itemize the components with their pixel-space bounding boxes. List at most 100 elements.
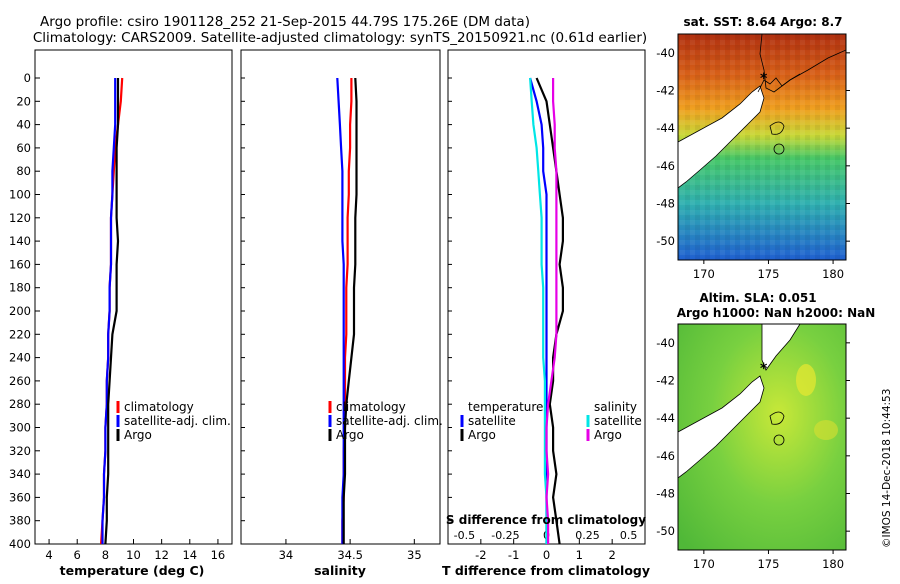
- lat-tick-label: -42: [656, 84, 675, 98]
- sla-map: Altim. SLA: 0.051 Argo h1000: NaN h2000:…: [656, 291, 875, 571]
- t-difference-xlabel: T difference from climatology: [442, 563, 650, 578]
- sla-anomaly-high-2: [814, 420, 838, 440]
- salinity-difference-axis: -0.5 -0.25 0 0.25 0.5: [454, 529, 638, 542]
- depth-axis: 0 20 40 60 80 100 120 140 160 180 200 220 240 260 280 3…: [9, 71, 40, 551]
- temperature-axes-box: [34, 49, 233, 545]
- depth-tick-label: 260: [9, 374, 31, 388]
- salinity-axes-box: [240, 49, 441, 545]
- lat-tick-label: -40: [656, 336, 675, 350]
- series-line-s-argo: [545, 78, 558, 544]
- sst-land-south-island: [677, 85, 765, 189]
- depth-tick-label: 40: [16, 118, 31, 132]
- series-line-satellite-adj-clim-: [336, 77, 345, 544]
- x-tick-label: 0: [543, 548, 550, 562]
- x-tick-label: 8: [102, 548, 109, 562]
- s-diff-tick-label: -0.5: [454, 529, 475, 542]
- map-frame: [677, 323, 847, 551]
- depth-tick-label: 120: [9, 211, 31, 225]
- s-diff-tick-label: 0.25: [575, 529, 600, 542]
- lon-tick-label: 180: [822, 557, 844, 571]
- salinity-xlabel: salinity: [314, 563, 366, 578]
- sla-anomaly-high: [796, 364, 816, 396]
- legend-label-climatology: climatology: [124, 400, 194, 414]
- depth-tick-label: 280: [9, 397, 31, 411]
- sla-argo-marker: *: [760, 361, 768, 377]
- depth-tick-label: 140: [9, 234, 31, 248]
- legend-label-s-argo: Argo: [594, 428, 622, 442]
- sst-argo-marker: *: [760, 71, 768, 87]
- series-line-argo: [342, 77, 358, 544]
- sst-isobath-small: [773, 143, 785, 155]
- legend-label-argo: Argo: [336, 428, 364, 442]
- temperature-series: [100, 77, 124, 545]
- map-frame: [677, 33, 847, 261]
- legend-title-temperature: temperature: [468, 400, 543, 414]
- difference-legend: temperature satellite Argo salinity sate…: [460, 400, 642, 442]
- depth-tick-label: 400: [9, 537, 31, 551]
- lat-tick-label: -42: [656, 374, 675, 388]
- legend-label-climatology: climatology: [336, 400, 406, 414]
- lat-tick-label: -50: [656, 234, 675, 248]
- legend-label-t-argo: Argo: [468, 428, 496, 442]
- sst-isobath: [769, 121, 785, 135]
- lon-tick-label: 175: [757, 557, 779, 571]
- x-tick-label: 2: [609, 548, 616, 562]
- sst-lon-axis: 170 175 180: [677, 33, 847, 281]
- s-diff-tick-label: -0.25: [491, 529, 519, 542]
- series-line-t-argo: [535, 77, 565, 545]
- difference-x-axis: -2 -1 0 1 2: [448, 77, 616, 562]
- depth-tick-label: 360: [9, 490, 31, 504]
- x-tick-label: 34: [279, 548, 294, 562]
- depth-tick-label: 200: [9, 304, 31, 318]
- depth-tick-label: 320: [9, 444, 31, 458]
- x-tick-label: 4: [45, 548, 52, 562]
- x-tick-label: -2: [475, 548, 486, 562]
- depth-tick-label: 340: [9, 467, 31, 481]
- figure-title-line1: Argo profile: csiro 1901128_252 21-Sep-2…: [40, 14, 530, 30]
- legend-label-satellite: satellite-adj. clim.: [124, 414, 231, 428]
- sst-map-title: sat. SST: 8.64 Argo: 8.7: [683, 15, 842, 29]
- s-diff-tick-label: 0.5: [620, 529, 638, 542]
- lat-tick-label: -48: [656, 197, 675, 211]
- sla-isobath-small: [773, 434, 785, 446]
- difference-panel: -2 -1 0 1 2 -0.5 -0.25 0 0.25 0.5 S difference f…: [442, 49, 650, 578]
- salinity-x-axis: 34 34.5 35: [241, 77, 422, 562]
- temperature-xlabel: temperature (deg C): [60, 563, 205, 578]
- depth-tick-label: 380: [9, 514, 31, 528]
- series-line-s-satellite: [529, 77, 548, 544]
- temperature-x-axis: 4 6 8 10 12 14 16: [45, 539, 225, 562]
- legend-label-argo: Argo: [124, 428, 152, 442]
- lat-tick-label: -50: [656, 524, 675, 538]
- lat-tick-label: -46: [656, 449, 675, 463]
- lat-tick-label: -44: [656, 411, 675, 425]
- legend-label-t-satellite: satellite: [468, 414, 516, 428]
- depth-tick-label: 100: [9, 188, 31, 202]
- series-line-argo: [104, 78, 120, 545]
- lat-tick-label: -48: [656, 487, 675, 501]
- depth-tick-label: 0: [24, 71, 31, 85]
- salinity-series: [336, 77, 358, 544]
- legend-label-satellite: satellite-adj. clim.: [336, 414, 443, 428]
- temperature-legend: climatology satellite-adj. clim. Argo: [116, 400, 231, 442]
- x-tick-label: 6: [74, 548, 81, 562]
- figure-title-line2: Climatology: CARS2009. Satellite-adjuste…: [33, 30, 647, 46]
- lon-tick-label: 170: [693, 267, 715, 281]
- series-line-satellite-adj-clim-: [101, 78, 117, 544]
- sst-lat-axis: -40 -42 -44 -46 -48 -50: [656, 46, 850, 248]
- depth-tick-label: 80: [16, 164, 31, 178]
- x-tick-label: 14: [182, 548, 197, 562]
- depth-tick-label: 220: [9, 327, 31, 341]
- sla-map-title: Altim. SLA: 0.051: [699, 291, 816, 305]
- lon-tick-label: 180: [822, 267, 844, 281]
- legend-title-salinity: salinity: [594, 400, 637, 414]
- lon-tick-label: 175: [757, 267, 779, 281]
- x-tick-label: 34.5: [337, 548, 363, 562]
- depth-tick-label: 300: [9, 421, 31, 435]
- difference-series: [529, 77, 565, 545]
- s-difference-label: S difference from climatology: [446, 513, 646, 527]
- lat-tick-label: -46: [656, 159, 675, 173]
- depth-tick-label: 60: [16, 141, 31, 155]
- lat-tick-label: -40: [656, 46, 675, 60]
- temperature-panel: 0 20 40 60 80 100 120 140 160 180 200 220 240 260 280 3…: [9, 49, 233, 578]
- x-tick-label: 35: [407, 548, 422, 562]
